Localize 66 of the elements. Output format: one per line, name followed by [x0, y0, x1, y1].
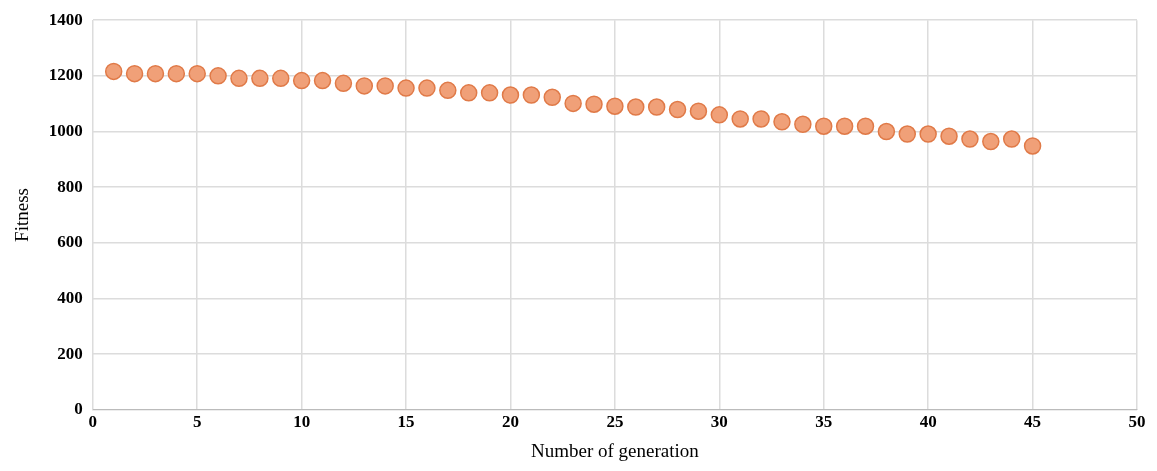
- point: [919, 125, 937, 143]
- point: [689, 102, 708, 120]
- y-tick-label: 800: [57, 176, 83, 196]
- y-axis-title: Fitness: [11, 188, 33, 242]
- point: [752, 110, 770, 128]
- y-tick-label: 0: [74, 399, 83, 419]
- point: [292, 71, 311, 90]
- point: [480, 84, 499, 102]
- point: [898, 125, 917, 143]
- point: [355, 77, 374, 95]
- point: [334, 74, 353, 93]
- point: [856, 117, 875, 135]
- point: [961, 130, 979, 148]
- point: [459, 84, 478, 102]
- y-tick-label: 600: [57, 232, 83, 252]
- point: [982, 132, 1000, 151]
- point: [146, 64, 165, 83]
- point: [209, 67, 227, 85]
- point: [627, 98, 645, 116]
- point: [1023, 137, 1042, 155]
- point: [1002, 130, 1021, 148]
- point: [814, 117, 833, 135]
- y-tick-label: 1200: [48, 65, 83, 85]
- point: [940, 127, 958, 145]
- x-tick-label: 30: [710, 412, 728, 432]
- point: [877, 122, 896, 141]
- point: [710, 106, 729, 124]
- x-tick-label: 45: [1024, 412, 1042, 432]
- x-tick-label: 25: [606, 412, 624, 432]
- point: [731, 110, 749, 128]
- y-tick-label: 200: [57, 343, 83, 363]
- point: [794, 115, 812, 134]
- x-tick-label: 40: [919, 412, 937, 432]
- point: [397, 79, 415, 97]
- point: [167, 64, 186, 83]
- point: [668, 100, 687, 119]
- point: [564, 94, 582, 113]
- y-tick-label: 400: [57, 287, 83, 307]
- x-tick-label: 0: [88, 412, 98, 432]
- point: [376, 77, 394, 95]
- point: [439, 81, 457, 100]
- y-tick-label: 1400: [48, 9, 83, 29]
- x-tick-label: 5: [192, 412, 202, 432]
- x-tick-label: 35: [815, 412, 833, 432]
- point: [585, 95, 603, 113]
- point: [230, 69, 248, 88]
- point: [835, 117, 854, 135]
- x-tick-label: 10: [293, 412, 311, 432]
- point: [522, 86, 541, 104]
- point: [606, 97, 624, 115]
- x-tick-label: 15: [397, 412, 415, 432]
- x-tick-label: 50: [1128, 412, 1146, 432]
- point: [773, 113, 791, 131]
- point: [313, 71, 332, 90]
- point: [188, 64, 206, 83]
- point: [543, 88, 561, 107]
- point: [418, 79, 436, 97]
- point: [104, 62, 123, 81]
- y-tick-label: 1000: [48, 120, 83, 140]
- point: [272, 69, 290, 88]
- point: [125, 64, 144, 83]
- point: [501, 86, 520, 104]
- point: [647, 98, 666, 116]
- x-axis-title: Number of generation: [531, 439, 700, 461]
- point: [251, 69, 269, 88]
- x-tick-label: 20: [501, 412, 519, 432]
